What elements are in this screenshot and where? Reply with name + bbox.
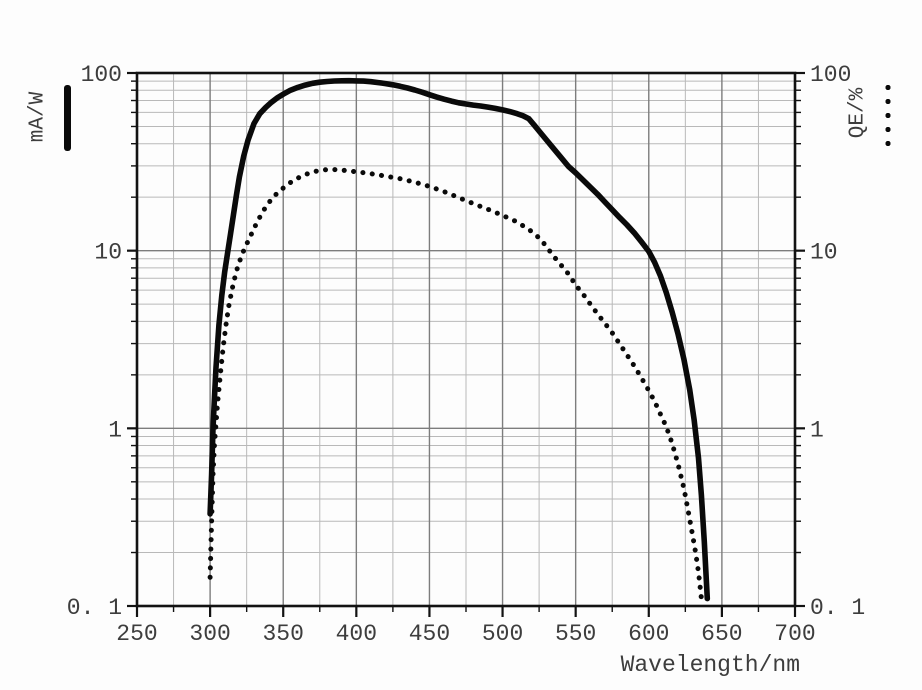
- x-axis-title: Wavelength/nm: [620, 652, 800, 678]
- x-tick-label: 550: [555, 621, 596, 647]
- x-tick-label: 450: [409, 621, 450, 647]
- y-tick-label-left: 10: [94, 240, 122, 266]
- grid-major: [137, 73, 795, 606]
- series-dotted-curve: [207, 167, 704, 602]
- right-axis-unit-label: QE/%: [846, 87, 870, 139]
- x-tick-label: 700: [774, 621, 815, 647]
- y-tick-label-left: 100: [81, 62, 122, 88]
- grid-minor: [137, 73, 795, 606]
- x-tick-label: 600: [628, 621, 669, 647]
- y-tick-label-right: 1: [810, 417, 824, 443]
- dotted-line-legend-swatch: [885, 84, 891, 148]
- y-tick-label-right: 10: [810, 240, 838, 266]
- left-axis-unit-label: mA/W: [26, 91, 50, 143]
- series-solid-curve: [207, 77, 711, 602]
- x-tick-label: 500: [482, 621, 523, 647]
- plot-frame: [135, 71, 797, 608]
- y-tick-label-left: 1: [108, 417, 122, 443]
- y-tick-label-right: 0. 1: [810, 595, 865, 621]
- x-tick-label: 400: [336, 621, 377, 647]
- x-tick-label: 650: [701, 621, 742, 647]
- x-tick-label: 300: [189, 621, 230, 647]
- y-tick-label-left: 0. 1: [67, 595, 122, 621]
- y-tick-label-right: 100: [810, 62, 851, 88]
- x-tick-label: 350: [263, 621, 304, 647]
- x-tick-label: 250: [116, 621, 157, 647]
- solid-line-legend-swatch: [64, 85, 71, 151]
